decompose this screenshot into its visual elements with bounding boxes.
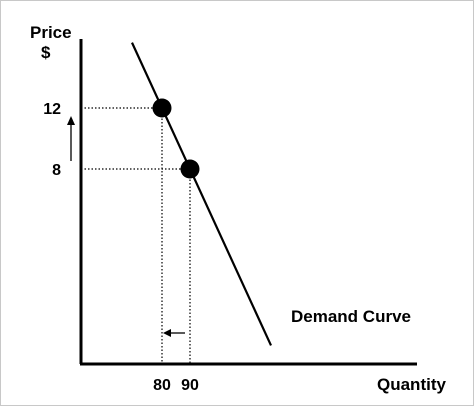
demand-point [152, 98, 172, 118]
guide-lines [81, 107, 191, 364]
demand-points [152, 98, 200, 179]
x-axis-title: Quantity [377, 375, 446, 394]
demand-curve-line [131, 42, 272, 346]
y-tick-label: 12 [43, 101, 61, 118]
quantity-decrease-arrow-icon [163, 329, 185, 337]
y-axis-unit: $ [41, 43, 51, 62]
y-axis-title: Price [30, 23, 72, 42]
demand-point [180, 159, 200, 179]
x-tick-label: 90 [181, 377, 199, 394]
y-tick-labels: 12 8 [43, 101, 61, 179]
x-tick-label: 80 [153, 377, 171, 394]
demand-curve-label: Demand Curve [291, 307, 411, 326]
price-increase-arrow-icon [67, 116, 75, 161]
x-tick-labels: 80 90 [153, 377, 199, 394]
y-tick-label: 8 [52, 162, 61, 179]
